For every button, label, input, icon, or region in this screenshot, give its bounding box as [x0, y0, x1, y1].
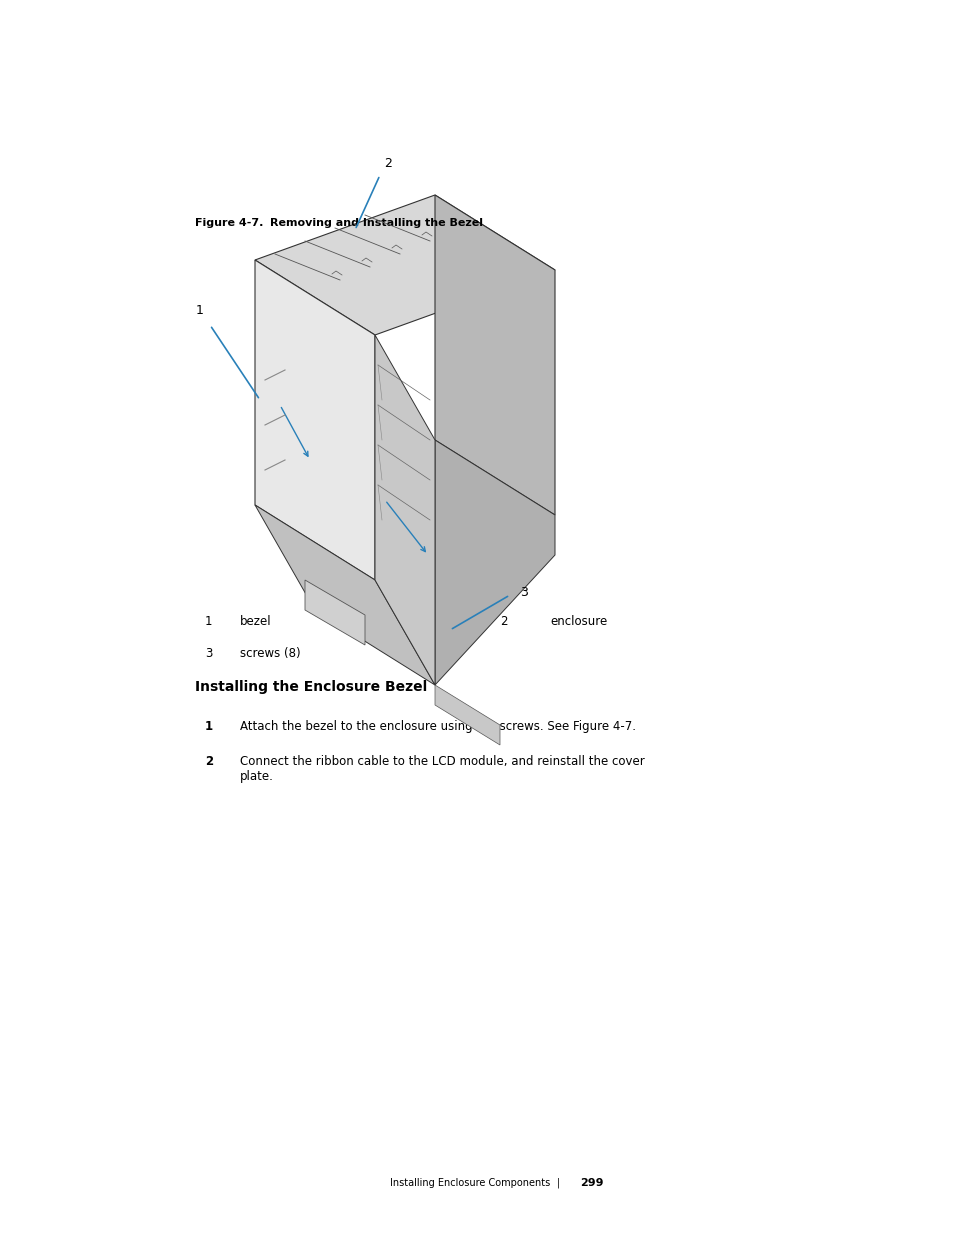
- Text: Installing Enclosure Components: Installing Enclosure Components: [390, 1178, 550, 1188]
- Polygon shape: [375, 335, 435, 685]
- Text: 1: 1: [205, 720, 213, 734]
- Polygon shape: [254, 505, 435, 685]
- Text: 3: 3: [205, 647, 213, 659]
- Text: 299: 299: [579, 1178, 603, 1188]
- Text: screws (8): screws (8): [240, 647, 300, 659]
- Polygon shape: [254, 195, 555, 335]
- Text: Figure 4-7.: Figure 4-7.: [194, 219, 263, 228]
- Text: bezel: bezel: [240, 615, 272, 629]
- Polygon shape: [435, 440, 555, 685]
- Polygon shape: [435, 195, 555, 515]
- Text: Installing the Enclosure Bezel: Installing the Enclosure Bezel: [194, 680, 427, 694]
- Polygon shape: [435, 685, 499, 745]
- Text: Removing and Installing the Bezel: Removing and Installing the Bezel: [270, 219, 482, 228]
- Text: 1: 1: [205, 615, 213, 629]
- Text: |: |: [556, 1178, 559, 1188]
- Text: 3: 3: [519, 587, 527, 599]
- Text: Attach the bezel to the enclosure using the screws. See Figure 4-7.: Attach the bezel to the enclosure using …: [240, 720, 636, 734]
- Polygon shape: [254, 261, 375, 580]
- Text: 2: 2: [384, 157, 392, 170]
- Text: 2: 2: [205, 755, 213, 768]
- Text: enclosure: enclosure: [550, 615, 607, 629]
- Polygon shape: [305, 580, 365, 645]
- Text: 1: 1: [196, 304, 204, 317]
- Text: 2: 2: [499, 615, 507, 629]
- Text: Connect the ribbon cable to the LCD module, and reinstall the cover
plate.: Connect the ribbon cable to the LCD modu…: [240, 755, 644, 783]
